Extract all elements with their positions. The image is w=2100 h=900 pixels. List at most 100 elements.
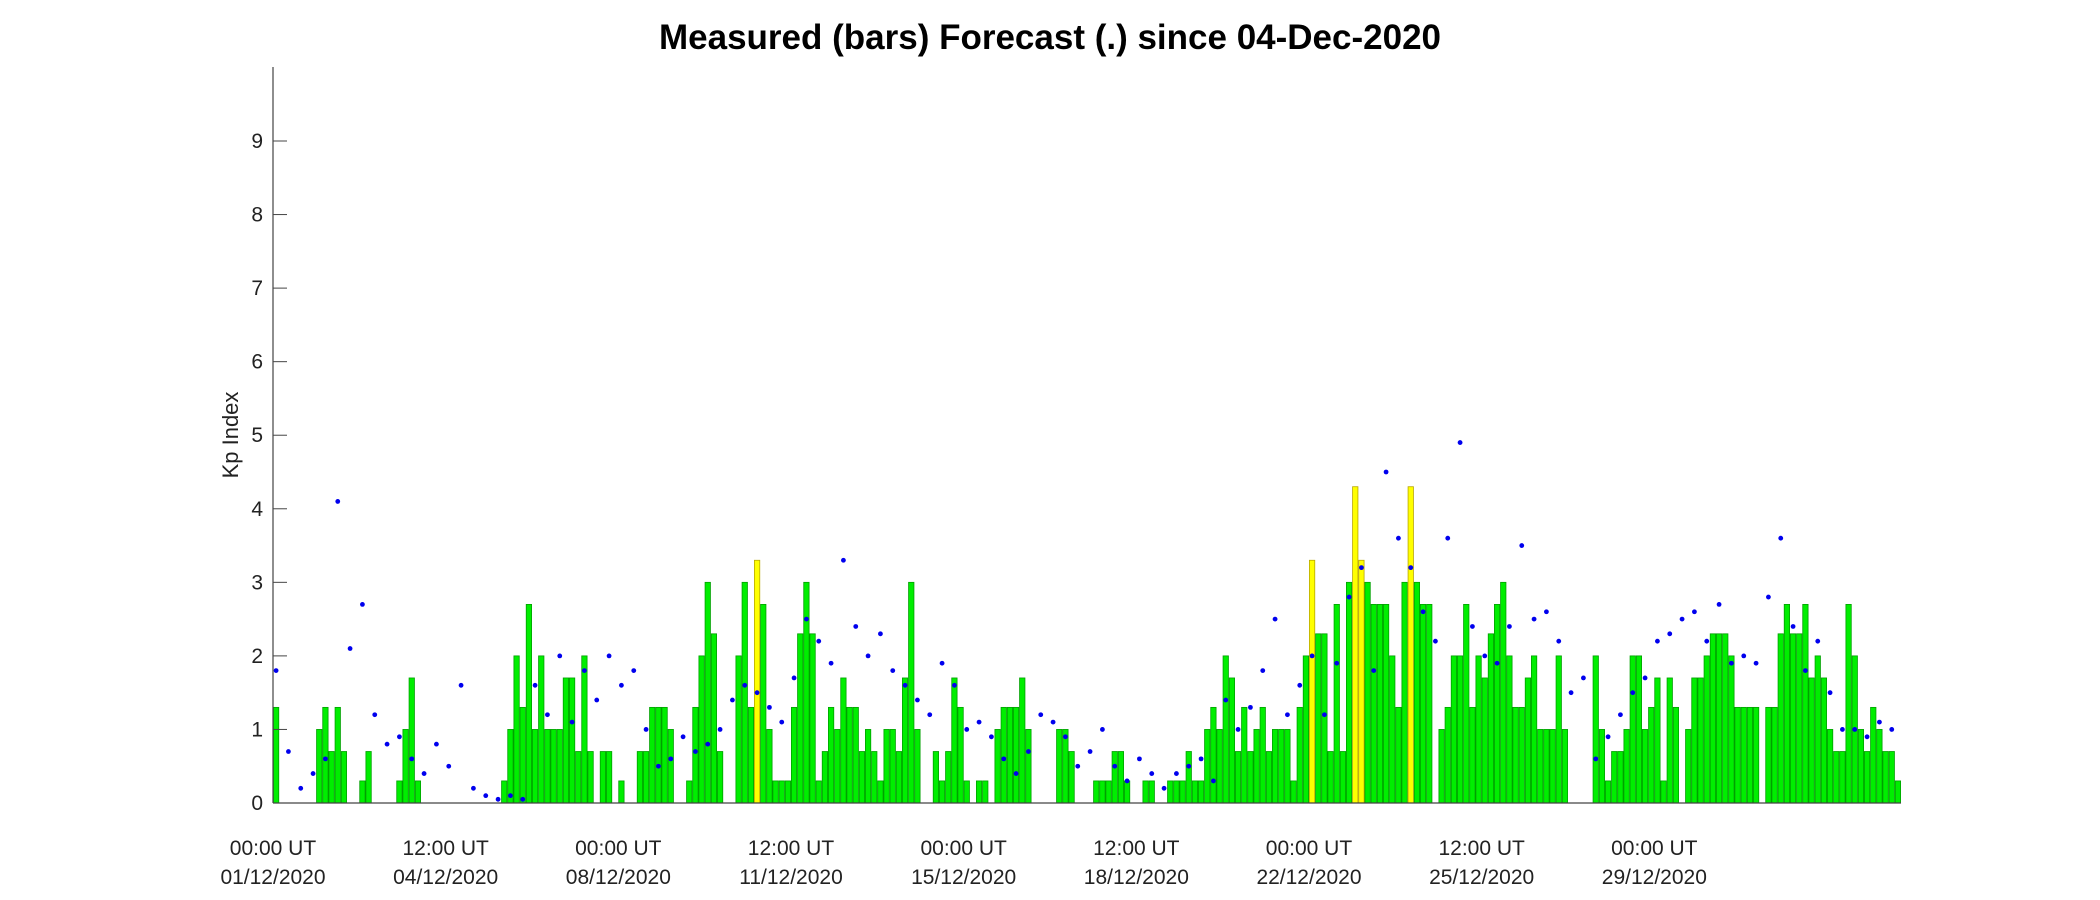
forecast-point xyxy=(1087,749,1093,754)
measured-bar xyxy=(649,706,656,804)
forecast-point xyxy=(742,682,748,688)
measured-bar xyxy=(1185,751,1192,804)
measured-bar xyxy=(1506,655,1513,804)
measured-bar xyxy=(1839,751,1846,804)
forecast-point xyxy=(804,616,809,622)
x-tick-label-date: 04/12/2020 xyxy=(393,866,498,889)
forecast-point xyxy=(1889,727,1895,732)
measured-bar xyxy=(1401,581,1408,804)
forecast-point xyxy=(1741,653,1747,659)
forecast-point xyxy=(656,763,661,769)
y-tick-label: 7 xyxy=(251,277,263,300)
measured-bar xyxy=(618,780,625,804)
measured-bar xyxy=(1487,633,1494,804)
chart-title: Measured (bars) Forecast (.) since 04-De… xyxy=(659,18,1441,57)
forecast-point xyxy=(1149,771,1155,776)
measured-bar xyxy=(1068,751,1075,804)
measured-bar xyxy=(507,729,514,804)
measured-bar xyxy=(778,780,785,804)
measured-bar xyxy=(1820,677,1827,804)
forecast-point xyxy=(520,796,526,802)
measured-bar xyxy=(581,655,588,804)
measured-bar xyxy=(1191,780,1198,804)
forecast-point xyxy=(730,697,735,703)
measured-bar xyxy=(1228,677,1235,804)
measured-bar xyxy=(1617,751,1624,804)
forecast-point xyxy=(1186,763,1192,769)
measured-bar xyxy=(1278,729,1285,804)
forecast-point xyxy=(1667,631,1673,637)
forecast-point xyxy=(1359,565,1364,571)
measured-bar xyxy=(1167,780,1174,804)
x-tick-label-time: 12:00 UT xyxy=(1438,837,1525,860)
forecast-point xyxy=(1235,727,1241,732)
measured-bar xyxy=(643,751,650,804)
y-tick-label: 8 xyxy=(251,204,263,227)
measured-bar xyxy=(840,677,847,804)
measured-bar xyxy=(1672,706,1679,804)
x-tick-label-date: 29/12/2020 xyxy=(1602,866,1707,889)
forecast-point xyxy=(446,763,452,769)
measured-bar xyxy=(1339,751,1346,804)
forecast-point xyxy=(1408,565,1414,571)
forecast-point xyxy=(1285,712,1290,718)
measured-bar xyxy=(1173,780,1180,804)
measured-bar xyxy=(1802,604,1809,804)
measured-bar xyxy=(994,729,1001,804)
x-tick-label-time: 12:00 UT xyxy=(402,837,489,860)
forecast-point xyxy=(1137,756,1142,762)
measured-bar xyxy=(365,751,372,804)
measured-bar xyxy=(1728,655,1735,804)
forecast-point xyxy=(421,771,427,776)
forecast-point xyxy=(1815,638,1821,644)
measured-bar xyxy=(1062,729,1069,804)
x-tick-label-date: 08/12/2020 xyxy=(566,866,671,889)
measured-bar xyxy=(316,729,323,804)
measured-bar xyxy=(1000,706,1007,804)
measured-bar xyxy=(550,729,557,804)
measured-bar xyxy=(1833,751,1840,804)
forecast-point xyxy=(1729,660,1734,666)
measured-bar xyxy=(396,780,403,804)
measured-bar-storm xyxy=(1309,559,1316,804)
measured-bar xyxy=(939,780,946,804)
measured-bar xyxy=(1272,729,1279,804)
forecast-point xyxy=(1026,749,1031,754)
measured-bar xyxy=(1709,633,1716,804)
measured-bar xyxy=(606,751,613,804)
measured-bar xyxy=(1142,780,1149,804)
measured-bar xyxy=(1290,780,1297,804)
measured-bar xyxy=(846,706,853,804)
forecast-point xyxy=(1692,609,1697,615)
measured-bar xyxy=(575,751,582,804)
measured-bar xyxy=(1864,751,1871,804)
forecast-point xyxy=(273,668,279,673)
measured-bar xyxy=(741,581,748,804)
measured-bar xyxy=(1204,729,1211,804)
measured-bar xyxy=(976,780,983,804)
forecast-point xyxy=(532,682,538,688)
forecast-point xyxy=(939,660,945,666)
measured-bar xyxy=(865,729,872,804)
measured-bar xyxy=(686,780,693,804)
measured-bar-storm xyxy=(1352,486,1359,804)
measured-bar xyxy=(932,751,939,804)
forecast-point xyxy=(397,734,402,740)
measured-bar xyxy=(760,604,767,804)
measured-bar xyxy=(359,780,366,804)
measured-bar xyxy=(1413,581,1420,804)
forecast-point xyxy=(779,719,785,725)
measured-bar xyxy=(1056,729,1063,804)
measured-bar xyxy=(735,655,742,804)
measured-bar xyxy=(1475,655,1482,804)
y-tick-label: 0 xyxy=(251,792,263,815)
forecast-point xyxy=(705,741,711,747)
y-tick-label: 5 xyxy=(251,424,263,447)
measured-bar xyxy=(1481,677,1488,804)
measured-bar xyxy=(945,751,952,804)
measured-bar xyxy=(599,751,606,804)
measured-bar xyxy=(1561,729,1568,804)
forecast-point xyxy=(1161,785,1167,791)
measured-bar xyxy=(1753,706,1760,804)
